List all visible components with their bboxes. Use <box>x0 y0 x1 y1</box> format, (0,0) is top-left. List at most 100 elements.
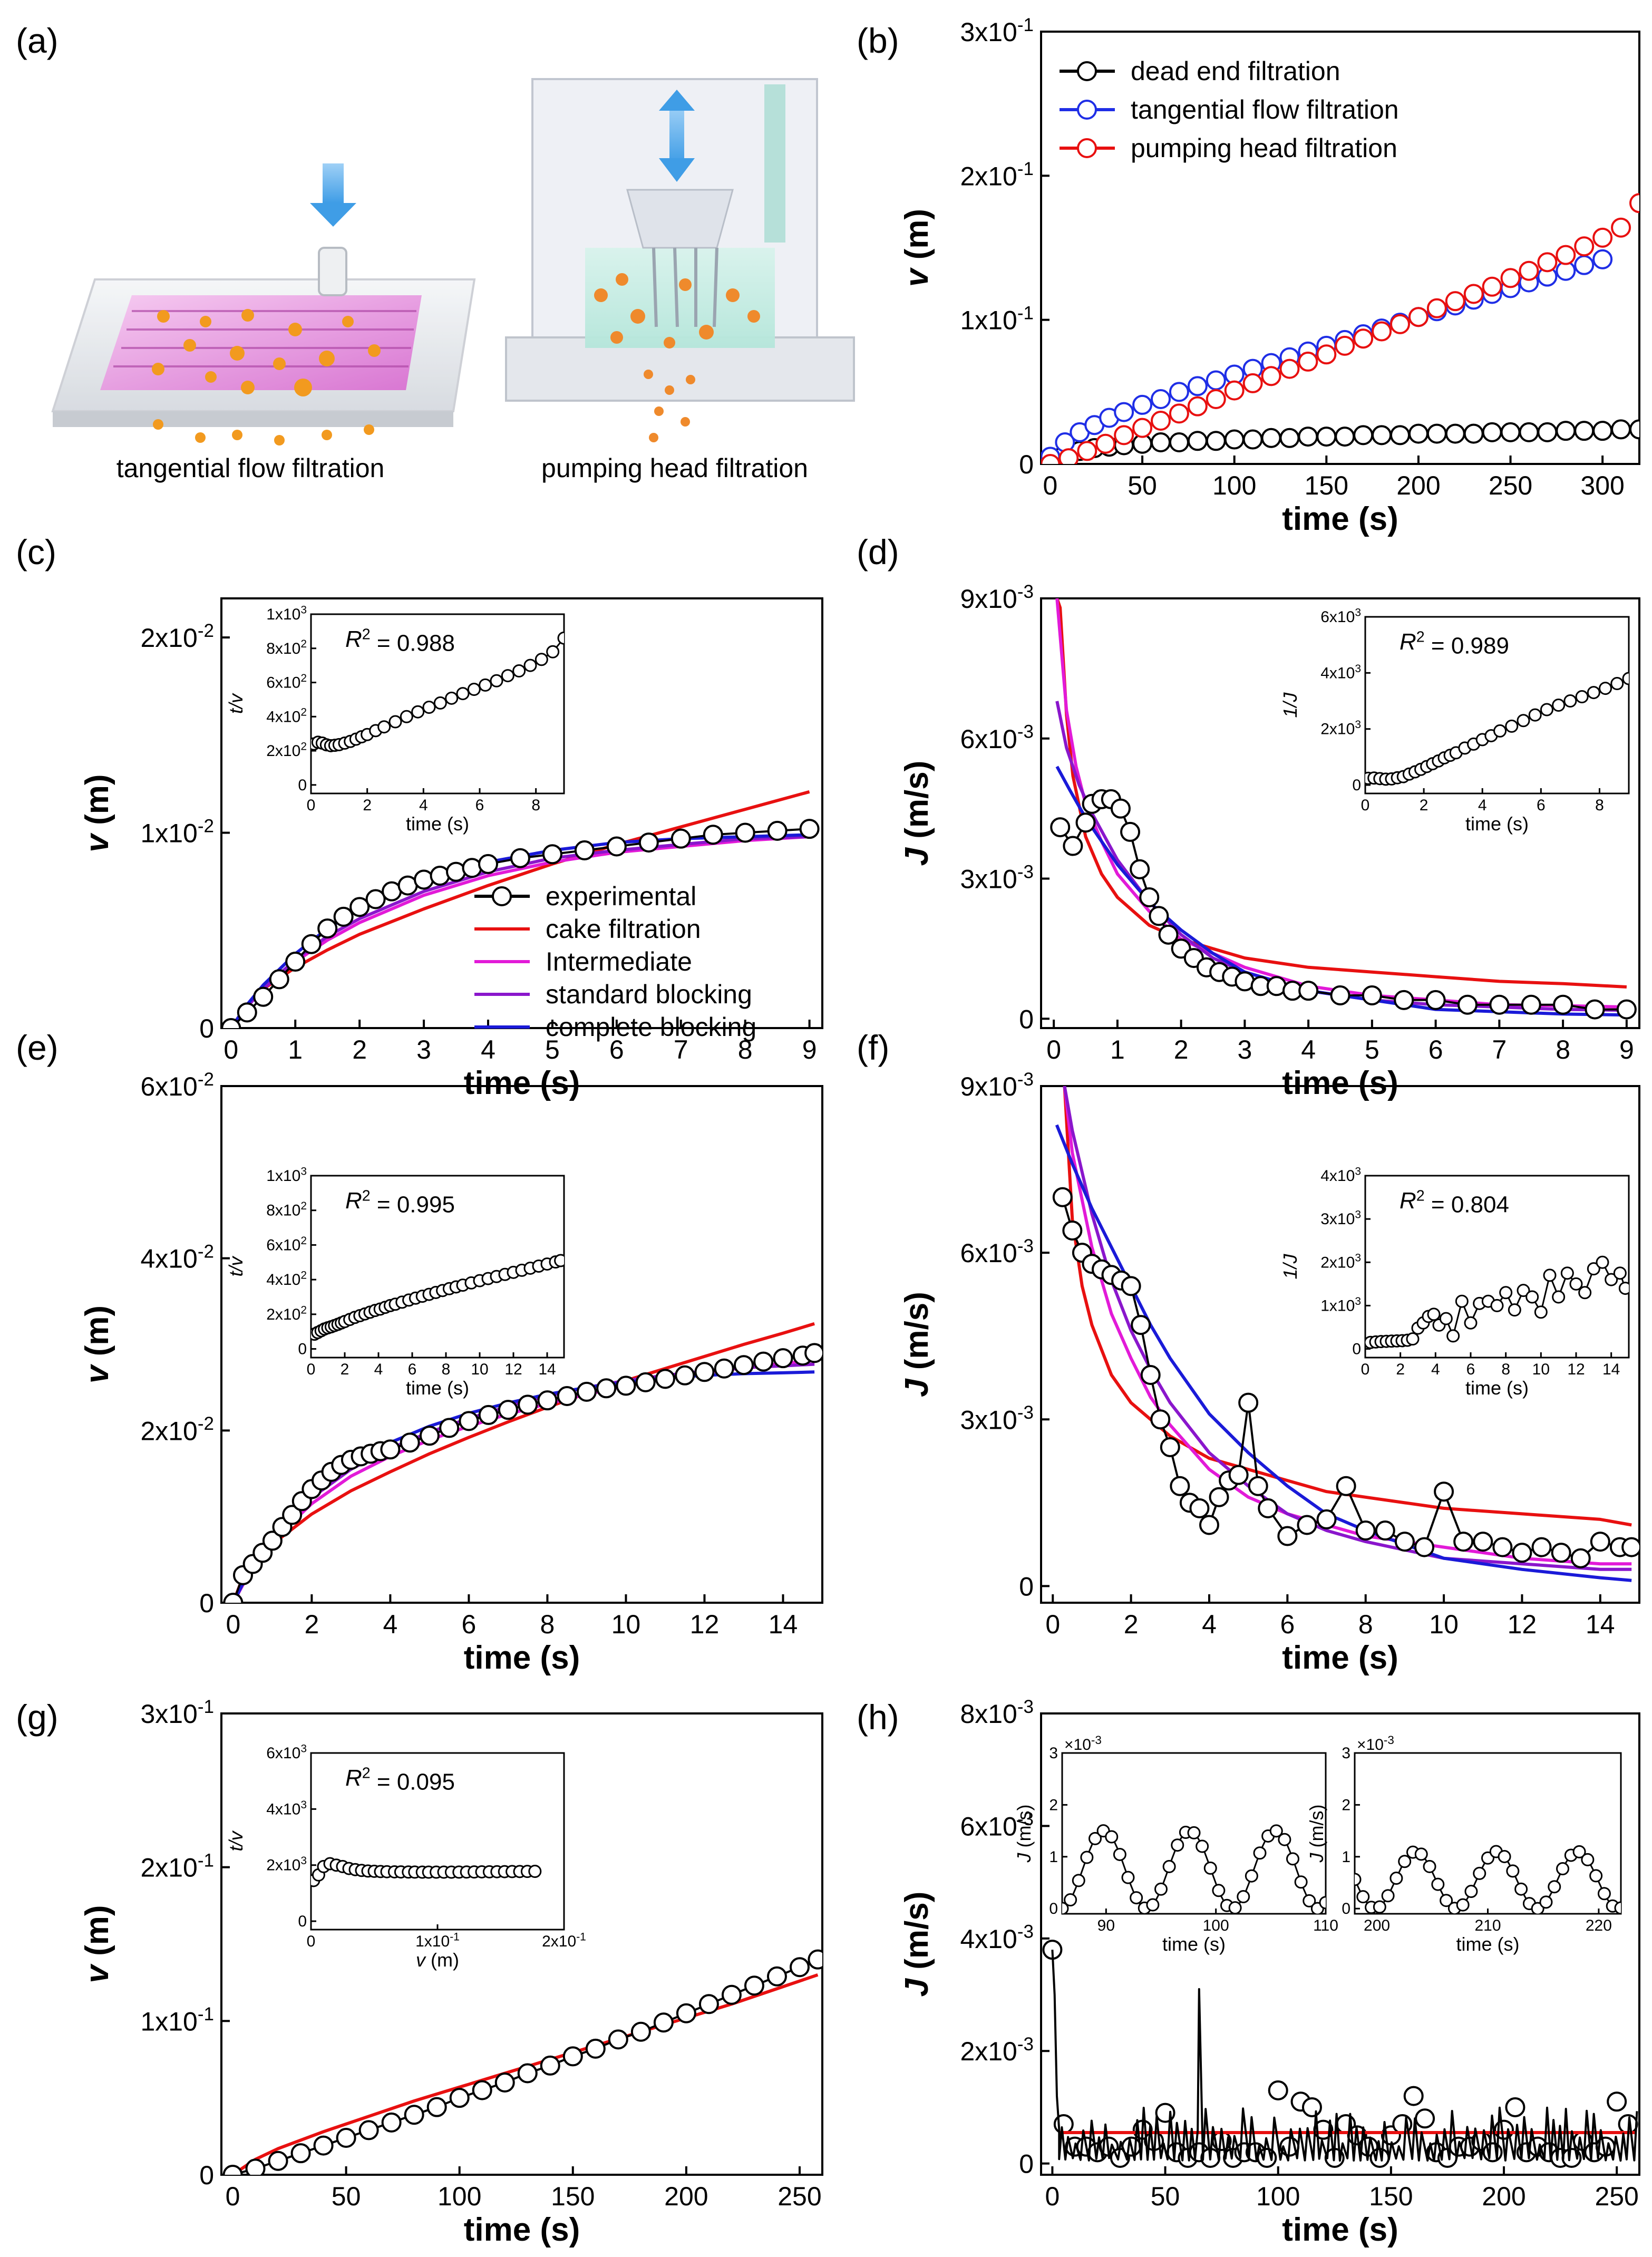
chart-c-inset-point <box>433 696 447 710</box>
chart-f-inset-y-tick-label: 1x103 <box>1320 1295 1361 1315</box>
chart-e-inset-x-label: time (s) <box>406 1377 469 1399</box>
chart-e-inset-y-label: t/v <box>225 1256 247 1277</box>
chart-c-y-tick-label: 2x10-2 <box>140 621 214 653</box>
chart-c-series-experimental-point <box>221 1018 241 1028</box>
chart-f-inset-y-tick-label: 0 <box>1352 1341 1361 1358</box>
chart-g-inset-y-tick-label: 6x103 <box>266 1742 307 1762</box>
chart-h-inset-x-label: time (s) <box>1162 1933 1226 1955</box>
chart-h-inset-point <box>1062 1902 1069 1914</box>
chart-d-series-experimental-point <box>1063 836 1083 856</box>
chart-e-series-experimental-point <box>596 1378 617 1399</box>
chart-d-x-tick-label: 3 <box>1237 1035 1252 1064</box>
chart-g-x-tick-label: 150 <box>551 2182 595 2211</box>
chart-b-series-pumping-head-filtration-point <box>1298 351 1318 372</box>
chart-f-inset-point <box>1613 1266 1627 1280</box>
chart-f-series-experimental-point <box>1355 1520 1376 1541</box>
chart-g-inset-x-label: v (m) <box>416 1949 459 1971</box>
chart-c-series-experimental-point <box>510 848 530 868</box>
chart-c-series-experimental-point <box>285 952 306 972</box>
chart-f-series-experimental-point <box>1170 1476 1190 1496</box>
chart-g-x-tick-label: 100 <box>438 2182 481 2211</box>
chart-d-y-tick-label: 0 <box>1019 1004 1034 1034</box>
chart-b-y-tick-label: 1x10-1 <box>960 303 1034 335</box>
chart-f-x-tick-label: 4 <box>1202 1610 1217 1639</box>
chart-e-series-experimental-point <box>282 1505 303 1525</box>
chart-f-series-experimental-point <box>1228 1465 1249 1485</box>
chart-c-series-experimental-point <box>253 986 274 1007</box>
chart-f-series-experimental-point <box>1062 1220 1083 1241</box>
chart-b-series-pumping-head-filtration-point <box>1242 373 1263 393</box>
chart-h-x-tick-label: 0 <box>1045 2182 1060 2211</box>
chart-b-x-tick-label: 100 <box>1212 471 1256 500</box>
chart-e-y-tick-label: 2x10-2 <box>140 1413 214 1446</box>
chart-h-inset-point <box>1187 1826 1201 1839</box>
chart-panel-g: (g) 0 50 100 150 200 250 0 1x10-1 2x10-1 3x10-1 tim… <box>16 1697 823 2248</box>
caption-tangential-flow: tangential flow filtration <box>116 453 385 483</box>
chart-d-inset-x-label: time (s) <box>1465 813 1529 835</box>
chart-h-inset-point <box>1581 1853 1595 1866</box>
chart-h-inset-1-y-tick-label: 2 <box>1049 1796 1058 1814</box>
chart-d-y-tick-label: 6x10-3 <box>960 722 1034 754</box>
chart-e-x-tick-label: 2 <box>304 1610 319 1639</box>
chart-f-inset-x-tick-label: 6 <box>1466 1361 1475 1378</box>
chart-h-inset-point <box>1278 1833 1291 1846</box>
chart-h-inset-point <box>1456 1898 1470 1912</box>
chart-g-x-tick-label: 50 <box>332 2182 361 2211</box>
panel-label-c: (c) <box>16 532 56 571</box>
chart-c-x-tick-label: 5 <box>545 1035 560 1064</box>
chart-c-inset-x-label: time (s) <box>406 813 469 835</box>
chart-d-series-experimental-point <box>1585 999 1605 1020</box>
chart-g-series-experimental-point <box>721 1984 742 2005</box>
chart-d-inset-point <box>1610 677 1624 691</box>
chart-b-series-tangential-flow-filtration-point <box>1592 249 1613 269</box>
chart-g-series-experimental-point <box>449 2088 470 2108</box>
chart-e-inset: 0 2 4 6 8 10 12 14 0 2x102 4x102 6x102 8x102 1x103 tim… <box>225 1165 565 1399</box>
chart-e-series-experimental-point <box>478 1404 499 1425</box>
chart-c-series-experimental-point <box>542 844 562 865</box>
chart-b-series-dead-end-filtration-point <box>1556 421 1576 441</box>
chart-c-series-experimental-point <box>269 969 289 990</box>
chart-c-x-tick-label: 7 <box>674 1035 688 1064</box>
panel-label-e: (e) <box>16 1028 59 1067</box>
chart-f-inset-point <box>1406 1332 1420 1346</box>
chart-g-inset-y-tick-label: 0 <box>298 1913 307 1930</box>
legend-entry-label: standard blocking <box>546 980 752 1009</box>
legend-swatch-marker <box>1077 100 1097 120</box>
chart-b-series-pumping-head-filtration-point <box>1224 380 1245 401</box>
chart-e-plot-frame <box>220 1085 823 1604</box>
chart-c-x-tick-label: 8 <box>738 1035 753 1064</box>
chart-b-series-pumping-head-filtration-point <box>1574 236 1595 257</box>
chart-h-inset-2-x-tick-label: 220 <box>1586 1917 1612 1934</box>
chart-b-series-pumping-head-filtration-point <box>1279 359 1300 379</box>
chart-c-inset-plot-frame <box>310 613 565 795</box>
chart-g-x-tick-label: 200 <box>664 2182 708 2211</box>
chart-f-inset-point <box>1605 1273 1618 1286</box>
chart-b-y-tick-label: 2x10-1 <box>960 159 1034 191</box>
chart-f-inset-x-tick-label: 2 <box>1396 1361 1405 1378</box>
chart-b-x-tick-label: 150 <box>1305 471 1348 500</box>
chart-e-x-tick-label: 6 <box>462 1610 477 1639</box>
chart-g-series-experimental-point <box>698 1994 719 2014</box>
chart-f-inset-point <box>1552 1290 1566 1304</box>
chart-c-series-experimental-point <box>414 869 434 890</box>
chart-g-series-experimental-point <box>313 2135 334 2156</box>
chart-g-inset-x-tick-label: 2x10-1 <box>542 1931 586 1950</box>
chart-b-series-pumping-head-filtration-point <box>1261 366 1281 386</box>
chart-d-inset-y-tick-label: 4x103 <box>1320 663 1361 682</box>
chart-b-series-dead-end-filtration-point <box>1298 427 1318 447</box>
chart-h-inset-point <box>1286 1852 1299 1866</box>
chart-f-series-cake-filtration-line <box>1063 1086 1632 1527</box>
chart-h-inset-2-y-tick-label: 3 <box>1342 1745 1350 1762</box>
chart-c-inset-y-tick-label: 8x102 <box>266 638 307 657</box>
chart-g-series-experimental-point <box>517 2063 538 2084</box>
chart-b-x-tick-label: 300 <box>1580 471 1624 500</box>
chart-e-series-experimental-point <box>773 1348 793 1369</box>
chart-g-series-experimental-point <box>222 2165 243 2175</box>
chart-h-x-tick-label: 250 <box>1595 2182 1638 2211</box>
chart-d-series-experimental-point <box>1139 887 1160 907</box>
chart-g-plot-area <box>222 1949 822 2175</box>
chart-d-inset-point <box>1563 694 1577 708</box>
chart-e-series-experimental-point <box>675 1365 695 1386</box>
chart-d-y-tick-label: 9x10-3 <box>960 582 1034 614</box>
